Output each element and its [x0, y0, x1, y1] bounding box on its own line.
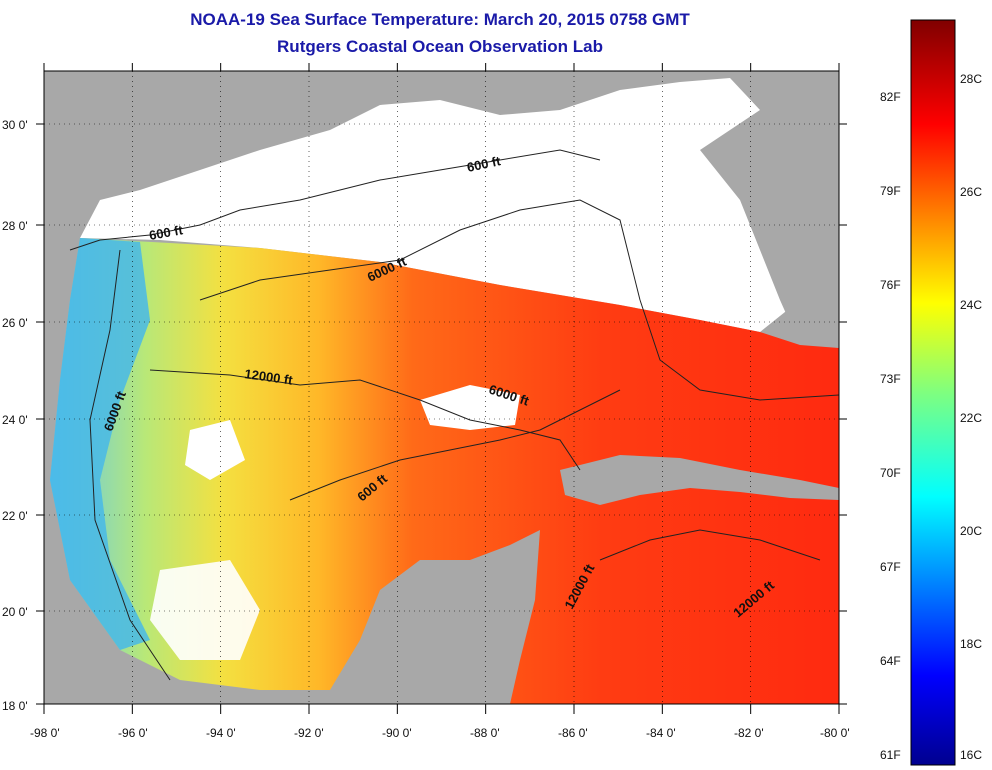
- axis-ticks: [36, 63, 847, 714]
- cloud-patch: [185, 420, 245, 480]
- cuba-land: [560, 455, 839, 505]
- contour-6000ft-north: [199, 199, 641, 301]
- colorbar-label-f: 70F: [880, 466, 901, 480]
- colorbar-label-f: 79F: [880, 184, 901, 198]
- lon-tick-label: -86 0': [558, 726, 588, 740]
- colorbar-label-f: 64F: [880, 654, 901, 668]
- latitude-axis: 30 0' 28 0' 26 0' 24 0' 22 0' 20 0' 18 0…: [2, 118, 28, 713]
- colorbar-label-f: 61F: [880, 748, 901, 762]
- colorbar-label-c: 20C: [960, 524, 983, 538]
- sst-swath: [50, 238, 839, 704]
- lon-tick-label: -94 0': [206, 726, 236, 740]
- contour-6000ft-west: [89, 249, 171, 681]
- longitude-axis: -98 0' -96 0' -94 0' -92 0' -90 0' -88 0…: [30, 726, 850, 740]
- map-title: NOAA-19 Sea Surface Temperature: March 2…: [190, 10, 690, 29]
- colorbar: [910, 19, 956, 766]
- cloud-patch: [150, 560, 260, 660]
- no-data-region: [80, 78, 800, 332]
- colorbar-label-c: 26C: [960, 185, 983, 199]
- graticule: [43, 71, 840, 705]
- lon-tick-label: -92 0': [294, 726, 324, 740]
- yucatan-land: [375, 530, 540, 704]
- colorbar-label-c: 24C: [960, 298, 983, 312]
- lon-tick-label: -80 0': [820, 726, 850, 740]
- lat-tick-label: 26 0': [2, 316, 28, 330]
- map-frame: [43, 70, 840, 705]
- lat-tick-label: 30 0': [2, 118, 28, 132]
- colorbar-label-f: 67F: [880, 560, 901, 574]
- contour-label: 600 ft: [466, 153, 503, 175]
- florida-land: [700, 110, 839, 345]
- contour-12000ft-caribbean: [599, 529, 821, 561]
- colorbar-label-c: 18C: [960, 637, 983, 651]
- lon-tick-label: -88 0': [470, 726, 500, 740]
- lat-tick-label: 18 0': [2, 699, 28, 713]
- contour-label: 600 ft: [148, 222, 185, 243]
- lon-tick-label: -98 0': [30, 726, 60, 740]
- colorbar-label-c: 28C: [960, 72, 983, 86]
- contour-label: 12000 ft: [244, 366, 295, 388]
- colorbar-label-f: 82F: [880, 90, 901, 104]
- contour-12000ft: [149, 369, 581, 471]
- contour-florida-shelf: [639, 299, 839, 401]
- colorbar-label-f: 76F: [880, 278, 901, 292]
- cool-coastal-water: [50, 238, 150, 650]
- lat-tick-label: 28 0': [2, 219, 28, 233]
- lon-tick-label: -84 0': [646, 726, 676, 740]
- lon-tick-label: -90 0': [382, 726, 412, 740]
- map-subtitle: Rutgers Coastal Ocean Observation Lab: [277, 37, 603, 56]
- lat-tick-label: 22 0': [2, 509, 28, 523]
- lat-tick-label: 24 0': [2, 413, 28, 427]
- lon-tick-label: -96 0': [118, 726, 148, 740]
- contour-600ft: [69, 149, 601, 251]
- lat-tick-label: 20 0': [2, 605, 28, 619]
- colorbar-label-c: 22C: [960, 411, 983, 425]
- colorbar-label-f: 73F: [880, 372, 901, 386]
- lon-tick-label: -82 0': [734, 726, 764, 740]
- contour-600ft-campeche: [289, 389, 621, 501]
- colorbar-label-c: 16C: [960, 748, 983, 762]
